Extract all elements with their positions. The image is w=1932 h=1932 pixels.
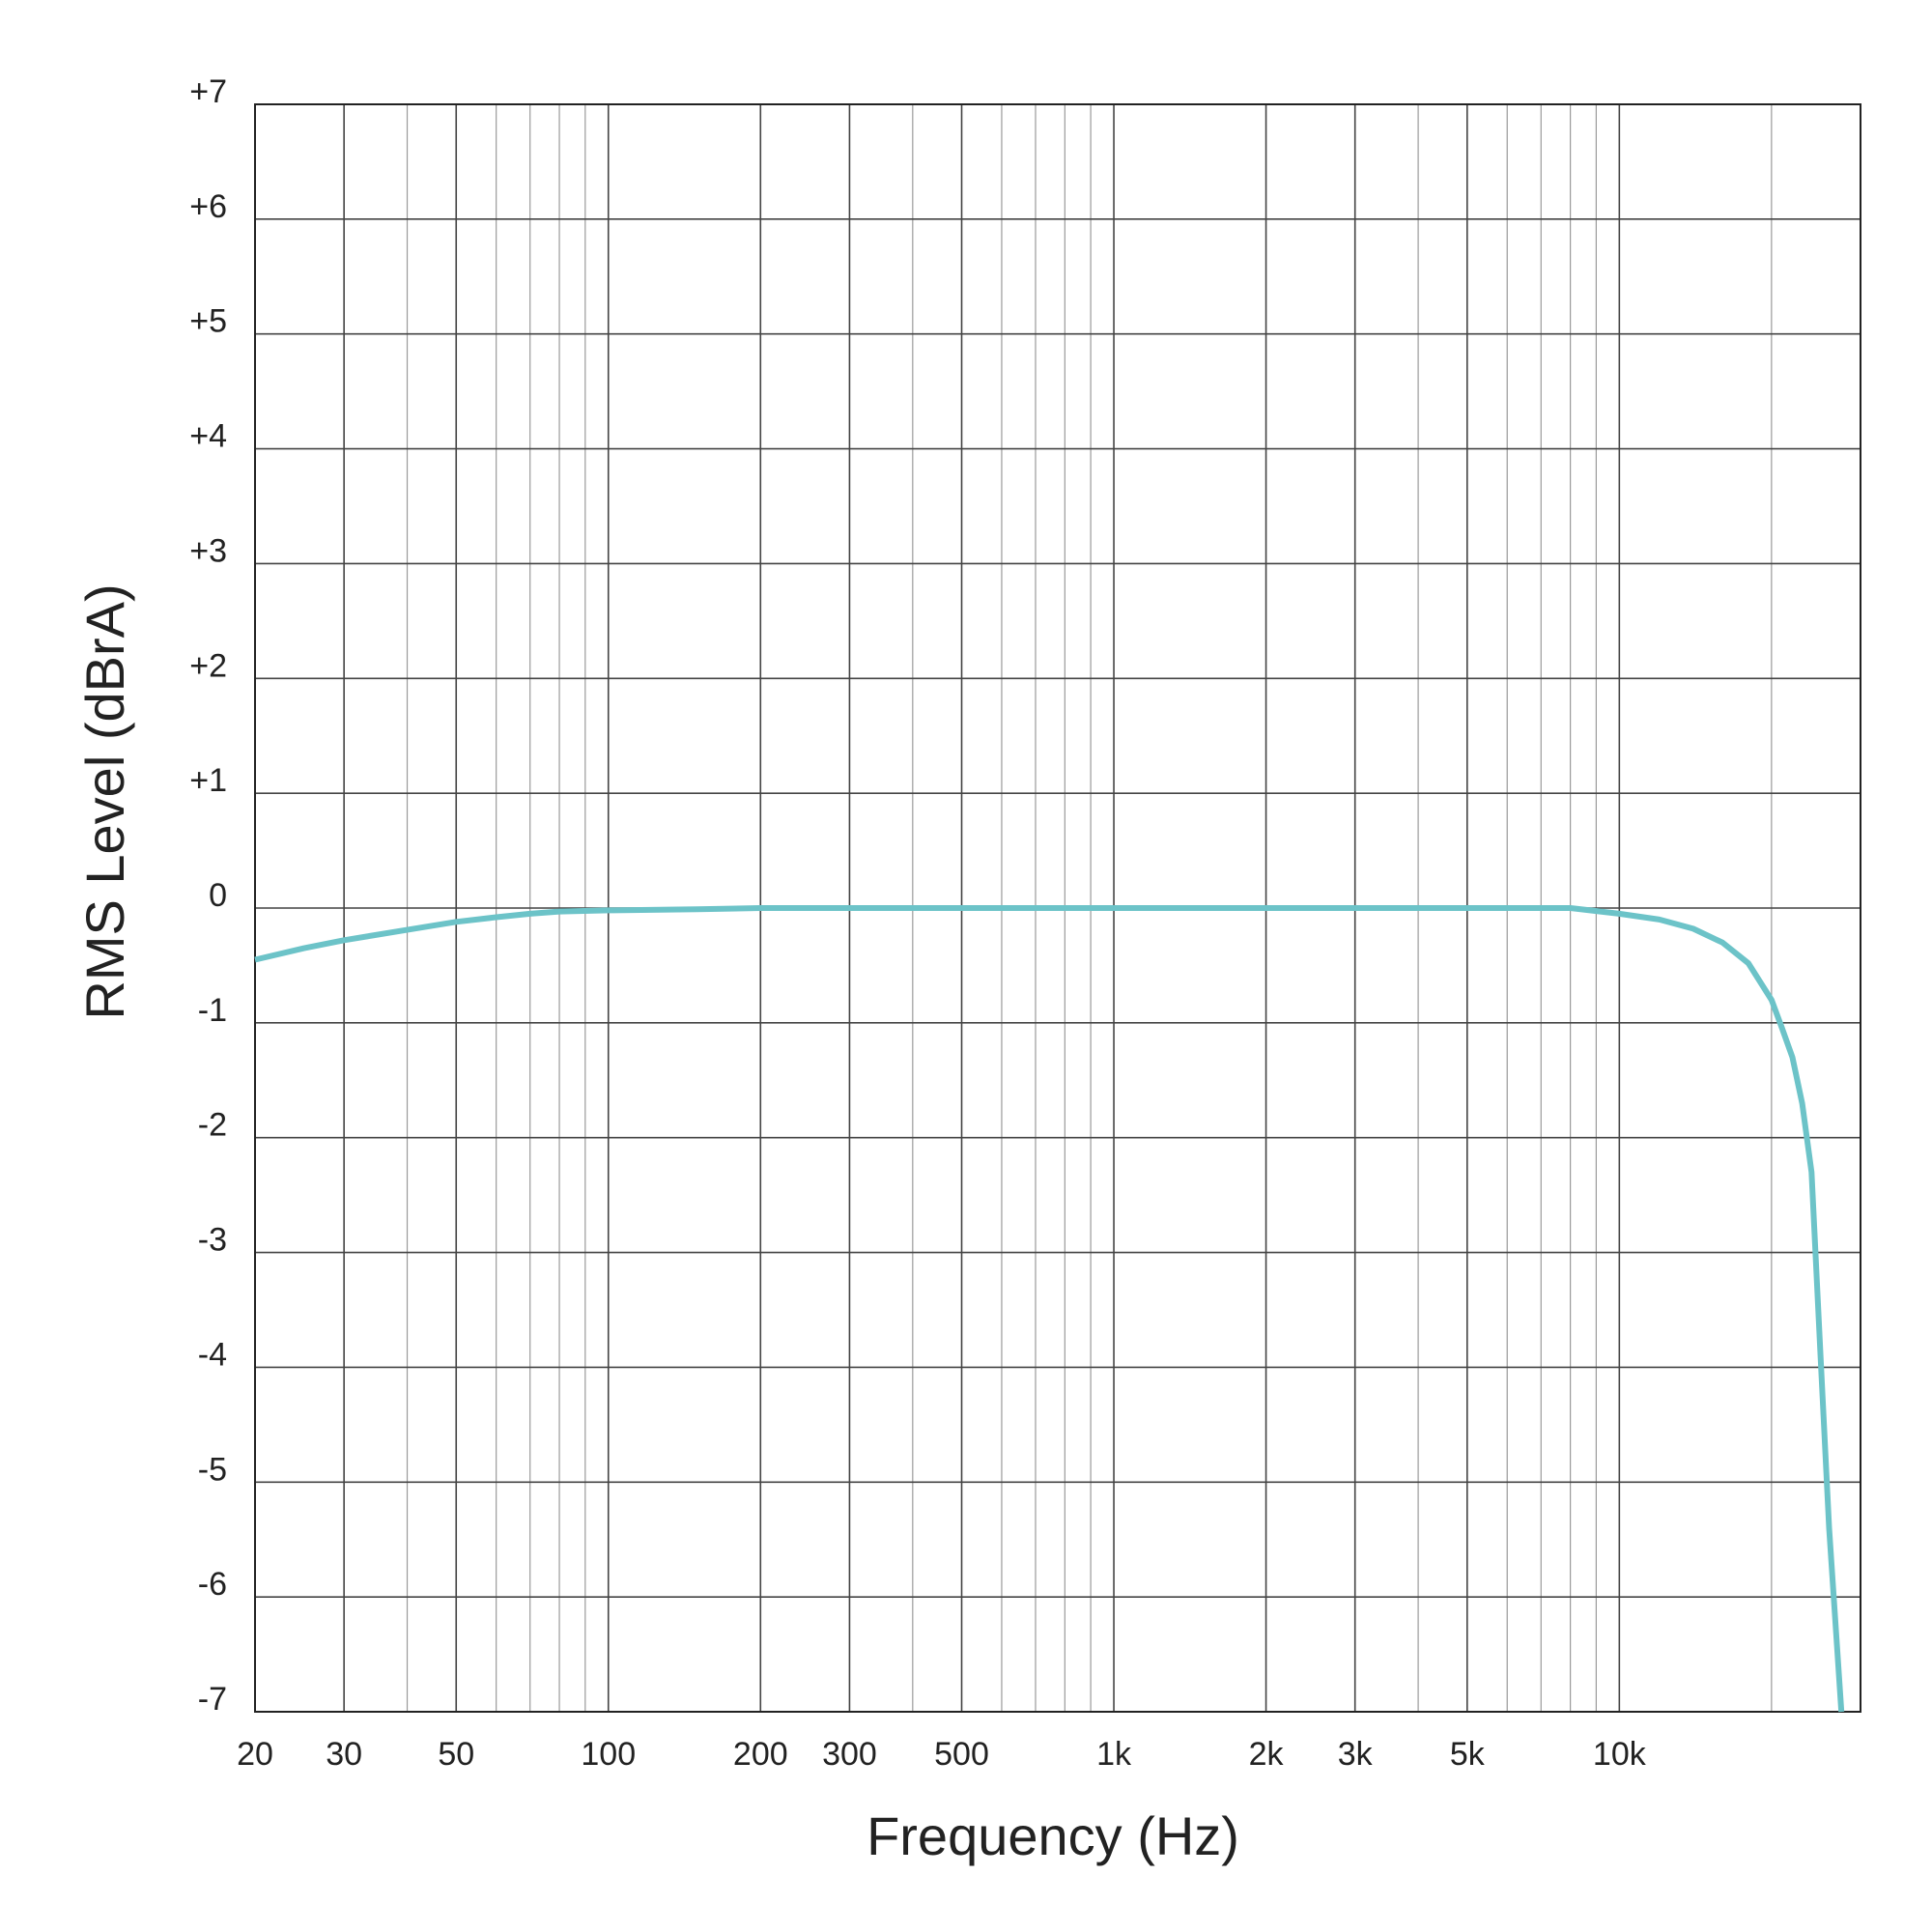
x-tick-label: 1k bbox=[1096, 1736, 1132, 1773]
y-tick-label: +2 bbox=[189, 647, 227, 684]
y-tick-label: +4 bbox=[189, 418, 227, 455]
y-tick-label: -1 bbox=[198, 992, 227, 1029]
x-tick-labels: 20 30 50 100 200 300 500 1k 2k 3k 5k 10k bbox=[237, 1736, 1647, 1773]
series-layer bbox=[254, 905, 1845, 1713]
x-tick-label: 500 bbox=[934, 1736, 989, 1773]
y-tick-label: -3 bbox=[198, 1222, 227, 1259]
x-tick-label: 2k bbox=[1249, 1736, 1285, 1773]
x-tick-label: 200 bbox=[733, 1736, 788, 1773]
x-tick-label: 3k bbox=[1338, 1736, 1374, 1773]
y-tick-label: +1 bbox=[189, 762, 227, 799]
y-tick-label: -7 bbox=[198, 1681, 227, 1718]
y-tick-label: -4 bbox=[198, 1336, 227, 1373]
y-tick-labels: +7 +6 +5 +4 +3 +2 +1 0 -1 -2 -3 -4 -5 -6 -7 bbox=[189, 73, 227, 1718]
response-curve bbox=[254, 905, 1845, 1713]
x-tick-label: 50 bbox=[438, 1736, 474, 1773]
y-tick-label: 0 bbox=[209, 877, 227, 914]
x-tick-label: 30 bbox=[326, 1736, 362, 1773]
y-tick-label: +6 bbox=[189, 188, 227, 225]
x-tick-label: 20 bbox=[237, 1736, 273, 1773]
y-tick-label: +3 bbox=[189, 532, 227, 569]
y-tick-label: +7 bbox=[189, 73, 227, 110]
y-tick-label: -2 bbox=[198, 1107, 227, 1144]
x-tick-label: 10k bbox=[1593, 1736, 1647, 1773]
y-tick-label: -6 bbox=[198, 1566, 227, 1603]
x-tick-label: 5k bbox=[1450, 1736, 1486, 1773]
y-axis-title: RMS Level (dBrA) bbox=[74, 583, 135, 1019]
x-tick-label: 300 bbox=[822, 1736, 877, 1773]
x-axis-title: Frequency (Hz) bbox=[867, 1805, 1239, 1866]
x-tick-label: 100 bbox=[581, 1736, 636, 1773]
y-tick-label: -5 bbox=[198, 1451, 227, 1488]
y-tick-label: +5 bbox=[189, 303, 227, 340]
plot-frame bbox=[254, 103, 1861, 1713]
